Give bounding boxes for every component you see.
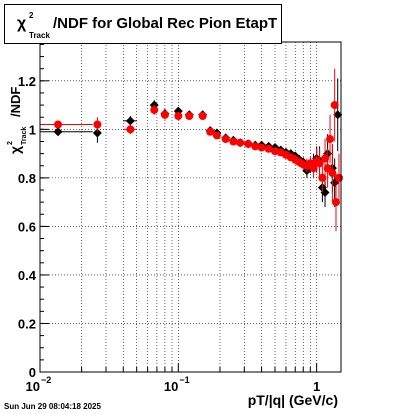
data-point-diamond bbox=[53, 127, 63, 137]
plot-frame bbox=[39, 41, 342, 373]
data-point-circle bbox=[309, 164, 318, 173]
series-0 bbox=[40, 78, 343, 207]
data-point-circle bbox=[257, 143, 266, 152]
x-tick-label-base: 10 bbox=[164, 379, 178, 394]
title-box: χ 2 Track /NDF for Global Rec Pion EtapT bbox=[4, 4, 282, 44]
data-point-circle bbox=[331, 198, 340, 207]
grid bbox=[39, 42, 341, 372]
data-point-circle bbox=[264, 144, 273, 153]
y-tick-label: 0.4 bbox=[18, 268, 37, 283]
data-point-circle bbox=[334, 173, 343, 182]
y-axis-label-chi: χ bbox=[7, 146, 23, 154]
y-tick-label: 0.2 bbox=[18, 316, 36, 331]
data-point-circle bbox=[93, 120, 102, 129]
data-point-diamond bbox=[125, 116, 135, 126]
data-point-diamond bbox=[92, 128, 102, 138]
data-point-circle bbox=[221, 135, 230, 144]
data-point-circle bbox=[160, 110, 169, 119]
data-point-circle bbox=[206, 127, 215, 136]
y-axis-label-sub: Track bbox=[21, 127, 28, 145]
data-point-circle bbox=[315, 159, 324, 168]
timestamp: Sun Jun 29 08:04:18 2025 bbox=[4, 402, 101, 411]
data-point-diamond bbox=[333, 110, 343, 120]
y-axis-label: /NDF χ 2 Track bbox=[7, 87, 28, 154]
data-point-circle bbox=[328, 169, 337, 178]
chart-title: /NDF for Global Rec Pion EtapT bbox=[53, 15, 278, 32]
data-point-circle bbox=[330, 101, 339, 110]
y-tick-label: 1 bbox=[29, 122, 36, 137]
data-point-circle bbox=[323, 164, 332, 173]
data-point-circle bbox=[321, 154, 330, 163]
data-point-circle bbox=[229, 137, 238, 146]
x-tick-label: 10 −2 bbox=[26, 375, 52, 394]
data-point-circle bbox=[150, 105, 159, 114]
y-axis-label-rest: /NDF bbox=[8, 87, 23, 117]
x-tick-label: 1 bbox=[313, 379, 320, 394]
x-tick-label-exponent: −1 bbox=[179, 375, 189, 385]
data-point-circle bbox=[174, 112, 183, 121]
data-point-circle bbox=[185, 112, 194, 121]
y-tick-label: 0 bbox=[29, 365, 36, 380]
series-1 bbox=[40, 68, 343, 232]
x-tick-label-exponent: −2 bbox=[41, 375, 51, 385]
y-axis-label-sup: 2 bbox=[7, 141, 14, 145]
data-point-circle bbox=[244, 139, 253, 148]
data-point-circle bbox=[54, 120, 63, 129]
title-superscript: 2 bbox=[29, 11, 34, 20]
y-tick-label: 0.6 bbox=[18, 219, 36, 234]
x-tick-label-base: 10 bbox=[26, 379, 40, 394]
series-layer bbox=[40, 68, 343, 232]
data-point-circle bbox=[236, 138, 245, 147]
data-point-circle bbox=[126, 125, 135, 134]
x-axis-label: pT/|q| (GeV/c) bbox=[248, 392, 338, 408]
data-point-circle bbox=[326, 135, 335, 144]
x-tick-label-base: 1 bbox=[313, 379, 320, 394]
title-chi: χ bbox=[17, 15, 27, 32]
data-point-circle bbox=[251, 142, 260, 151]
data-point-circle bbox=[318, 173, 327, 182]
y-tick-label: 1.2 bbox=[18, 74, 36, 89]
x-tick-label: 10 −1 bbox=[164, 375, 190, 394]
data-point-circle bbox=[212, 131, 221, 140]
y-tick-label: 0.8 bbox=[18, 171, 36, 186]
title-subscript: Track bbox=[29, 31, 50, 40]
data-point-circle bbox=[198, 112, 207, 121]
axes: 00.20.40.60.811.210 −2 10 −1 1 bbox=[18, 43, 320, 394]
